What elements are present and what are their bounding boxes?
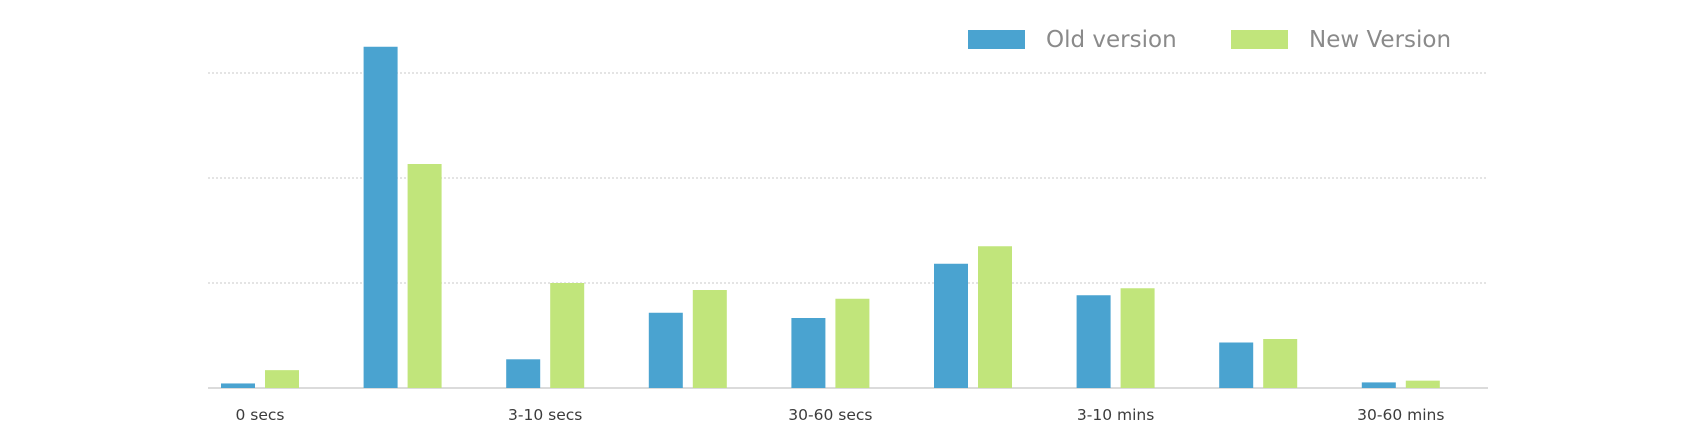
bar-new-9 — [1405, 380, 1440, 388]
legend-swatch-old — [968, 30, 1025, 49]
x-tick-label: 30-60 mins — [1357, 406, 1444, 424]
bar-new-5 — [835, 298, 870, 388]
bar-old-9 — [1361, 382, 1396, 388]
bar-old-5 — [791, 318, 826, 388]
bar-new-6 — [978, 246, 1012, 388]
bar-old-3 — [506, 359, 541, 388]
x-tick-label: 3-10 mins — [1077, 406, 1154, 424]
bar-new-8 — [1263, 339, 1298, 388]
bar-layer — [221, 46, 1440, 388]
legend-label-new: New Version — [1309, 27, 1451, 53]
x-tick-label: 0 secs — [236, 406, 285, 424]
legend-label-old: Old version — [1046, 27, 1177, 53]
bar-new-2 — [407, 164, 442, 388]
x-tick-label: 3-10 secs — [508, 406, 582, 424]
bar-new-4 — [692, 290, 727, 388]
bar-new-7 — [1120, 288, 1155, 388]
bar-old-4 — [648, 312, 683, 388]
bar-old-8 — [1219, 342, 1254, 388]
bar-old-2 — [363, 46, 398, 388]
x-tick-label: 30-60 secs — [788, 406, 872, 424]
legend-swatch-new — [1231, 30, 1288, 49]
x-axis-tick-labels: 0 secs 3-10 secs 30-60 secs 3-10 mins 30-60 … — [236, 406, 1445, 424]
bar-old-6 — [934, 263, 968, 388]
bar-old-1 — [221, 383, 255, 388]
legend: Old version New Version — [968, 27, 1451, 53]
bar-old-7 — [1076, 295, 1111, 388]
bar-new-3 — [550, 283, 585, 388]
bar-new-1 — [265, 370, 299, 388]
